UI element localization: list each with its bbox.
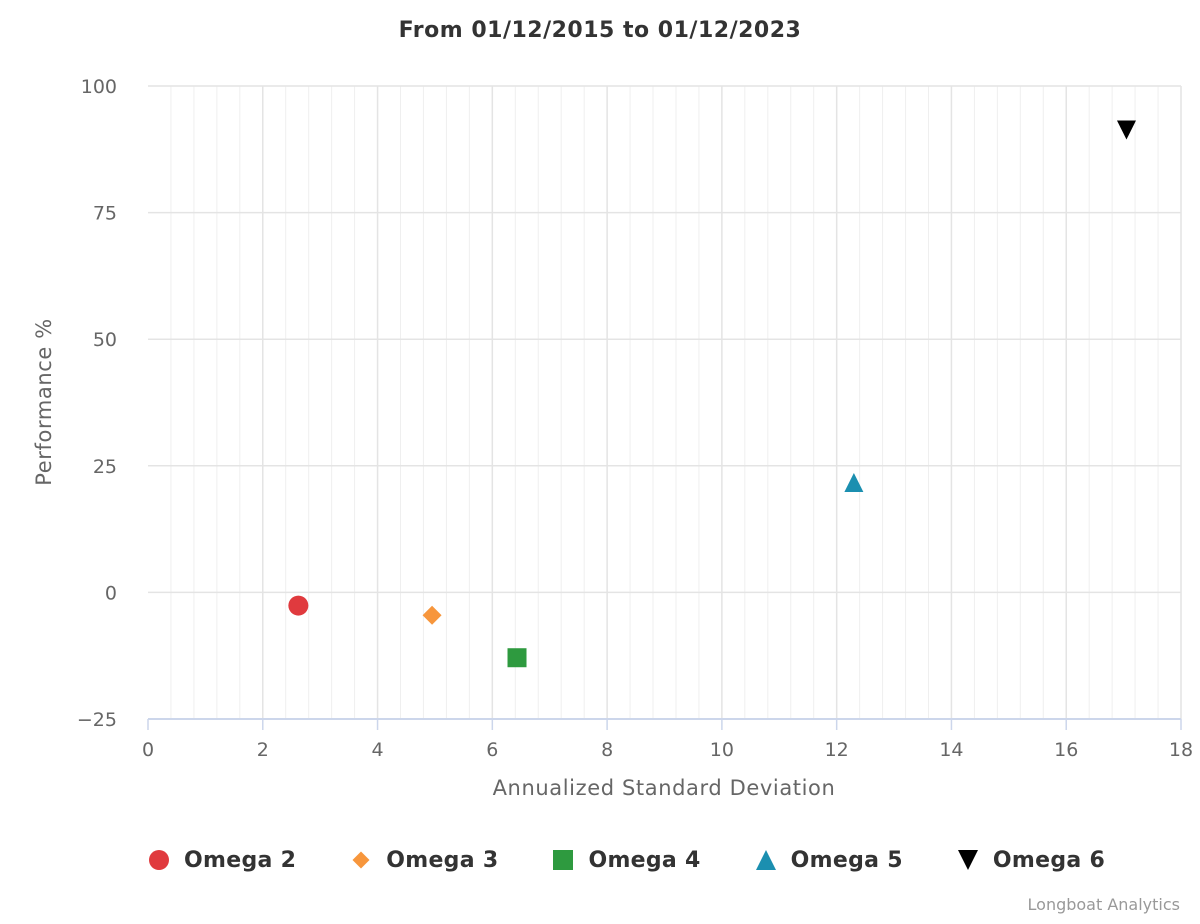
minor-gridlines <box>170 86 1159 719</box>
omega-3-point <box>422 605 442 625</box>
y-tick-label: −25 <box>77 709 117 731</box>
square-marker-icon <box>553 850 574 870</box>
chart-legend: Omega 2 Omega 3 Omega 4 Omega 5 Omega 6 <box>148 842 1159 878</box>
y-tick-label: 100 <box>81 76 117 98</box>
legend-item-omega-5[interactable]: Omega 5 <box>755 848 903 873</box>
y-tick-label: 25 <box>93 456 117 478</box>
legend-symbol <box>755 850 776 870</box>
major-gridlines <box>148 85 1182 719</box>
legend-label: Omega 4 <box>588 847 701 873</box>
diamond-marker-icon <box>352 851 370 869</box>
legend-item-omega-4[interactable]: Omega 4 <box>552 848 700 873</box>
x-tick-label: 8 <box>601 739 613 761</box>
circle-marker-icon <box>149 850 169 870</box>
omega-2-point <box>288 595 309 616</box>
legend-symbol <box>149 850 169 870</box>
x-tick-label: 0 <box>142 739 154 761</box>
legend-item-omega-3[interactable]: Omega 3 <box>350 848 498 873</box>
legend-item-omega-2[interactable]: Omega 2 <box>148 848 296 873</box>
y-tick-label: 50 <box>93 329 117 351</box>
y-tick-label: 0 <box>105 582 117 604</box>
legend-symbol <box>352 851 370 869</box>
data-points <box>288 120 1136 668</box>
y-axis-label: Performance % <box>32 318 56 486</box>
legend-label: Omega 5 <box>790 847 903 873</box>
x-tick-label: 16 <box>1054 739 1078 761</box>
x-tick-label: 10 <box>710 739 734 761</box>
omega-6-point <box>1116 120 1136 140</box>
legend-symbol <box>957 850 978 870</box>
credits-text: Longboat Analytics <box>1027 895 1180 914</box>
omega-4-point <box>507 648 527 668</box>
y-axis-ticks: −25 0 25 50 75 100 <box>77 76 117 731</box>
x-tick-label: 4 <box>372 739 384 761</box>
legend-label: Omega 6 <box>992 847 1106 873</box>
legend-label: Omega 3 <box>386 847 499 873</box>
x-axis-label: Annualized Standard Deviation <box>493 776 836 800</box>
triangle-marker-icon <box>755 850 776 870</box>
legend-item-omega-6[interactable]: Omega 6 <box>957 848 1105 873</box>
omega-5-point <box>844 473 864 493</box>
y-tick-label: 75 <box>93 203 117 225</box>
x-axis-ticks: 0 2 4 6 8 10 12 14 16 18 <box>142 739 1193 761</box>
axes <box>147 718 1182 730</box>
chart-title: From 01/12/2015 to 01/12/2023 <box>399 18 802 43</box>
triangle-down-marker-icon <box>957 850 978 870</box>
x-tick-label: 18 <box>1169 739 1193 761</box>
x-tick-label: 14 <box>939 739 963 761</box>
x-tick-label: 6 <box>486 739 498 761</box>
x-tick-label: 12 <box>825 739 849 761</box>
legend-symbol <box>553 850 574 870</box>
x-tick-label: 2 <box>257 739 269 761</box>
legend-label: Omega 2 <box>184 847 297 873</box>
